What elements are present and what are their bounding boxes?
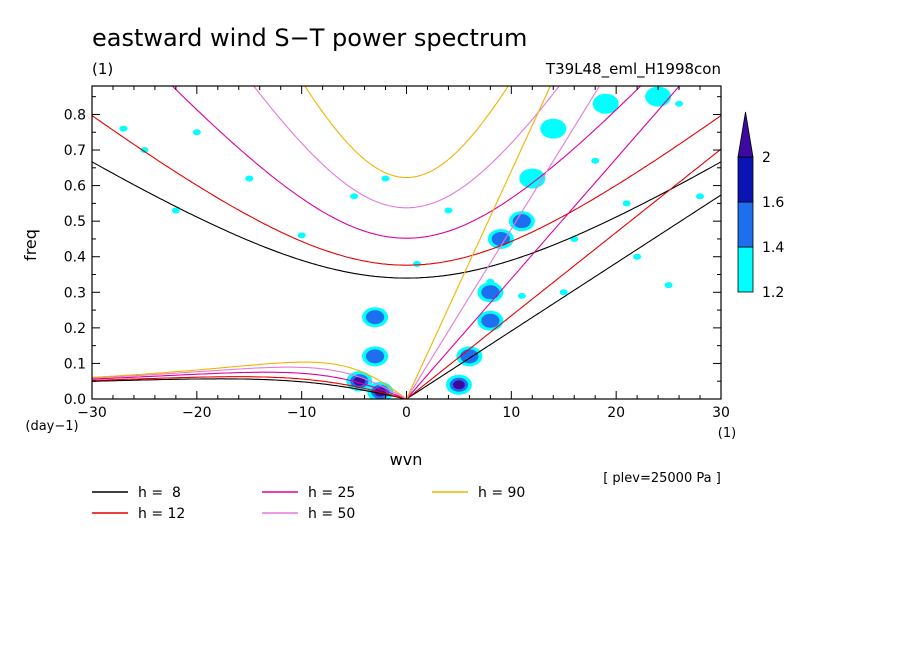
ig-curve [253, 86, 560, 209]
spectral-speckle [119, 125, 128, 132]
colorbar-box [737, 201, 754, 248]
colorbar-box [737, 156, 754, 203]
colorbar-level-label: 2 [762, 150, 771, 166]
y-tick-label: 0.4 [64, 250, 86, 266]
y-tick-label: 0.2 [64, 321, 86, 337]
legend: h = 8 h = 12 h = 25 h = 50 h = 90 [92, 485, 525, 522]
kelvin-curve [406, 148, 721, 399]
y-tick-label: 0.8 [64, 107, 86, 123]
x-tick-label: 0 [402, 405, 411, 421]
ig-curve [171, 86, 642, 239]
dispersion-curves [92, 86, 721, 399]
spectral-speckle [444, 207, 453, 214]
spectral-speckle [381, 175, 390, 182]
spectral-speckle [664, 282, 673, 289]
spectral-patch-outer [592, 93, 619, 114]
spectral-patch-outer [645, 86, 672, 107]
y-tick-label: 0.5 [64, 214, 86, 230]
kelvin-curve [406, 194, 721, 399]
run-label: T39L48_eml_H1998con [545, 60, 721, 79]
rossby-curve [92, 361, 407, 399]
rossby-curve [92, 371, 407, 399]
spectral-speckle [350, 193, 359, 200]
colorbar-arrow [737, 111, 754, 158]
spectral-patches [119, 86, 705, 399]
spectral-patch-outer [519, 168, 546, 189]
spectral-speckle [675, 100, 684, 107]
spectral-speckle [622, 200, 631, 207]
spectral-speckle [140, 147, 149, 154]
rossby-curve [92, 366, 407, 399]
rossby-curve [92, 378, 407, 399]
y-axis-label: freq [21, 229, 40, 261]
spectral-patch-mid [460, 349, 479, 364]
y-tick-label: 0.6 [64, 179, 86, 195]
spectral-patch-mid [512, 214, 531, 229]
legend-label: h = 25 [308, 485, 355, 501]
legend-label: h = 50 [308, 506, 355, 522]
x-axis-label: wvn [390, 450, 423, 469]
spectral-patch-mid [365, 349, 385, 364]
kelvin-curve [405, 86, 551, 399]
units-label: (1) [92, 60, 113, 78]
kelvin-curve [406, 86, 681, 399]
x-tick-label: 30 [712, 405, 730, 421]
legend-label: h = 90 [478, 485, 525, 501]
x-tick-label: −30 [77, 405, 107, 421]
spectral-patch-mid [491, 231, 510, 246]
legend-label: h = 12 [138, 506, 185, 522]
colorbar: 1.2 1.4 1.6 2 [737, 111, 784, 301]
kelvin-curve [406, 86, 601, 399]
spectral-speckle [171, 207, 180, 214]
plot-frame [91, 85, 722, 400]
ig-curve [92, 115, 721, 266]
x-tick-label: 10 [502, 405, 520, 421]
y-axis-units: (day−1) [25, 419, 78, 434]
y-tick-label: 0.7 [64, 143, 86, 159]
spectral-speckle [297, 232, 306, 239]
spectral-speckle [696, 193, 705, 200]
x-tick-label: −10 [287, 405, 317, 421]
y-axis: 0.0 0.1 0.2 0.3 0.4 0.5 0.6 0.7 0.8 [64, 96, 721, 408]
spectral-patch-mid [481, 313, 500, 328]
spectral-patch-mid [365, 310, 385, 325]
colorbar-level-label: 1.2 [762, 285, 784, 301]
plev-note: [ plev=25000 Pa ] [603, 471, 721, 486]
ig-curve [304, 86, 509, 179]
spectral-speckle [633, 253, 642, 260]
rossby-curve [92, 376, 407, 399]
spectral-patch-outer [540, 118, 567, 139]
spectral-speckle [517, 292, 526, 299]
spectral-speckle [192, 129, 201, 136]
ig-curve [92, 161, 721, 279]
x-tick-label: 20 [607, 405, 625, 421]
spectral-speckle [245, 175, 254, 182]
colorbar-box [737, 246, 754, 293]
chart-title: eastward wind S−T power spectrum [92, 24, 527, 52]
colorbar-level-label: 1.4 [762, 240, 784, 256]
spectral-speckle [559, 289, 568, 296]
spectral-patch-mid [481, 285, 500, 300]
x-tick-label: −20 [182, 405, 212, 421]
y-tick-label: 0.0 [64, 392, 86, 408]
x-axis-units: (1) [718, 426, 736, 441]
spectral-patch-core [453, 380, 465, 390]
spectral-speckle [591, 157, 600, 164]
y-tick-label: 0.1 [64, 356, 86, 372]
y-tick-label: 0.3 [64, 285, 86, 301]
legend-label: h = 8 [138, 485, 181, 501]
spectral-speckle [412, 260, 421, 267]
colorbar-level-label: 1.6 [762, 195, 784, 211]
x-axis: −30 −20 −10 0 10 20 30 [77, 86, 730, 421]
